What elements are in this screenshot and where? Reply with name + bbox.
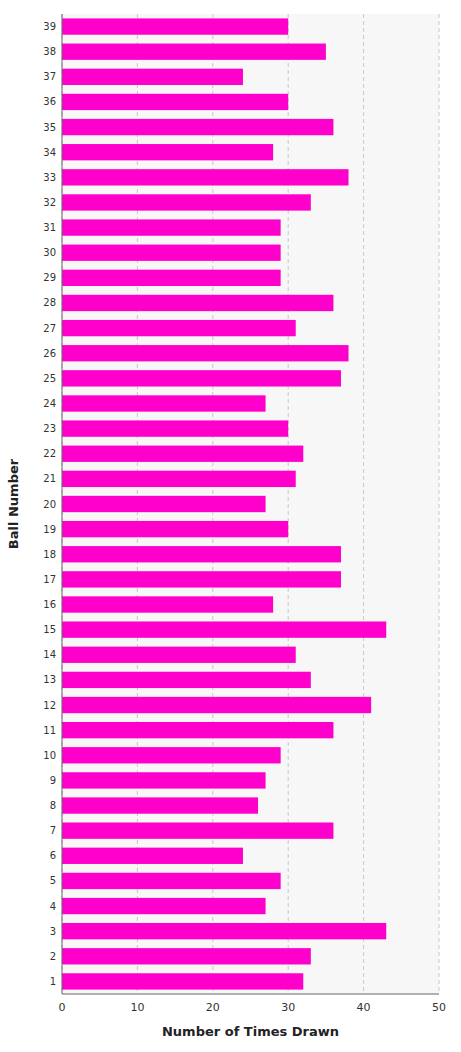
y-tick-label: 39: [43, 21, 56, 32]
grid-line: [363, 14, 364, 994]
y-tick-label: 10: [43, 750, 56, 761]
grid-line: [62, 14, 63, 994]
y-tick-label: 7: [50, 825, 56, 836]
y-tick-label: 2: [50, 951, 56, 962]
y-tick-label: 11: [43, 725, 56, 736]
y-tick-label: 29: [43, 272, 56, 283]
y-axis-title: Ball Number: [6, 458, 21, 549]
x-axis-title: Number of Times Drawn: [162, 1024, 339, 1039]
chart-container: 0102030405012345678910111213141516171819…: [0, 0, 461, 1052]
y-tick-label: 8: [50, 800, 56, 811]
y-tick-label: 24: [43, 398, 56, 409]
bar: [62, 823, 333, 839]
bar: [62, 848, 243, 864]
bar: [62, 395, 266, 411]
bar: [62, 747, 281, 763]
bar: [62, 295, 333, 311]
bar: [62, 370, 341, 386]
x-tick-label: 0: [59, 1001, 66, 1014]
y-tick-label: 25: [43, 373, 56, 384]
y-tick-label: 15: [43, 624, 56, 635]
y-tick-label: 26: [43, 348, 56, 359]
x-axis-line: [62, 994, 439, 995]
bar: [62, 119, 333, 135]
y-tick-label: 22: [43, 448, 56, 459]
y-tick-label: 18: [43, 549, 56, 560]
bar: [62, 973, 303, 989]
y-tick-label: 4: [50, 901, 56, 912]
bar: [62, 496, 266, 512]
bar: [62, 94, 288, 110]
bar: [62, 18, 288, 34]
plot-area: [62, 14, 439, 994]
y-tick-label: 38: [43, 46, 56, 57]
y-tick-label: 23: [43, 423, 56, 434]
y-tick-label: 3: [50, 926, 56, 937]
bar: [62, 471, 296, 487]
y-tick-label: 32: [43, 197, 56, 208]
x-tick-label: 20: [206, 1001, 220, 1014]
y-tick-label: 21: [43, 473, 56, 484]
bar: [62, 672, 311, 688]
x-tick-label: 30: [281, 1001, 295, 1014]
bar: [62, 948, 311, 964]
bar: [62, 169, 349, 185]
y-tick-label: 30: [43, 247, 56, 258]
y-tick-label: 37: [43, 71, 56, 82]
x-tick-label: 40: [357, 1001, 371, 1014]
bar: [62, 923, 386, 939]
y-tick-label: 16: [43, 599, 56, 610]
y-axis-line: [62, 14, 63, 994]
x-grid: [62, 14, 439, 994]
bar: [62, 320, 296, 336]
y-tick-label: 5: [50, 875, 56, 886]
grid-line: [439, 14, 440, 994]
y-tick-label: 31: [43, 222, 56, 233]
grid-line: [288, 14, 289, 994]
bar: [62, 270, 281, 286]
bar: [62, 521, 288, 537]
bar: [62, 144, 273, 160]
y-tick-label: 1: [50, 976, 56, 987]
bar: [62, 898, 266, 914]
bar: [62, 69, 243, 85]
bar: [62, 219, 281, 235]
bar: [62, 194, 311, 210]
y-tick-label: 19: [43, 524, 56, 535]
bar: [62, 245, 281, 261]
x-tick-label: 50: [432, 1001, 446, 1014]
y-tick-label: 35: [43, 122, 56, 133]
bar: [62, 571, 341, 587]
y-tick-label: 27: [43, 323, 56, 334]
y-tick-label: 13: [43, 674, 56, 685]
bar: [62, 722, 333, 738]
y-tick-label: 36: [43, 96, 56, 107]
bars: [62, 18, 386, 989]
bar: [62, 546, 341, 562]
y-tick-label: 33: [43, 172, 56, 183]
chart: 0102030405012345678910111213141516171819…: [0, 0, 461, 1052]
bar: [62, 446, 303, 462]
bar: [62, 345, 349, 361]
bar: [62, 797, 258, 813]
bar: [62, 621, 386, 637]
bar: [62, 44, 326, 60]
y-tick-label: 34: [43, 147, 56, 158]
bar: [62, 873, 281, 889]
y-tick-label: 17: [43, 574, 56, 585]
y-tick-label: 20: [43, 499, 56, 510]
bar: [62, 697, 371, 713]
bar: [62, 772, 266, 788]
y-tick-label: 12: [43, 700, 56, 711]
x-tick-label: 10: [130, 1001, 144, 1014]
y-tick-label: 28: [43, 297, 56, 308]
bar: [62, 647, 296, 663]
y-tick-label: 6: [50, 850, 56, 861]
bar: [62, 596, 273, 612]
y-tick-label: 9: [50, 775, 56, 786]
y-tick-label: 14: [43, 649, 56, 660]
bar: [62, 420, 288, 436]
